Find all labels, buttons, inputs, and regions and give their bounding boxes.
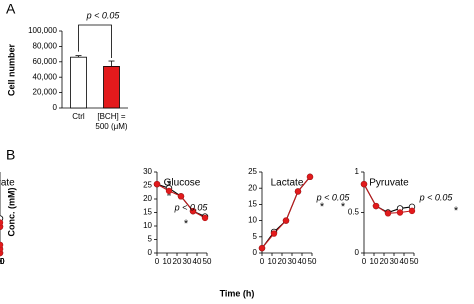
x-tick-label: 20 (0, 257, 5, 266)
data-point (270, 230, 278, 237)
x-tick-label: [BCH] = 500 (μM) (95, 112, 128, 131)
y-tick-label: 25 (143, 181, 152, 190)
y-tick-label: 20,000 (33, 88, 58, 97)
annotation: * (184, 218, 189, 230)
y-tick-label: 10 (143, 221, 152, 230)
x-tick-label: 40 (0, 257, 5, 266)
y-tick-label: 60,000 (33, 57, 58, 66)
data-point (153, 180, 161, 188)
y-tick-label: 30 (143, 167, 152, 176)
x-tick-label: 20 (380, 257, 389, 266)
y-tick-label: 20 (143, 194, 152, 203)
y-tick-label: 15 (143, 208, 152, 217)
annotation: p < 0.05 (419, 192, 454, 202)
significance-bracket (78, 24, 112, 59)
data-point (189, 207, 197, 215)
data-point (396, 209, 404, 216)
x-tick-label: 20 (278, 257, 287, 266)
data-point (372, 202, 380, 210)
x-tick-label: 30 (0, 257, 5, 266)
panel-label: A (6, 1, 16, 17)
data-point (306, 173, 314, 181)
y-tick-label: 100,000 (28, 26, 57, 35)
annotation: p < 0.05 (316, 192, 351, 202)
chart-title: Glucose (164, 178, 201, 189)
data-point (165, 187, 173, 195)
x-axis-label: Time (h) (220, 288, 255, 298)
x-tick-label: 40 (193, 257, 202, 266)
x-tick-label: 50 (0, 257, 5, 266)
data-point (360, 180, 368, 188)
data-point (201, 214, 209, 222)
x-tick-label: 30 (183, 257, 192, 266)
x-tick-label: 0 (155, 257, 160, 266)
x-tick-label: 40 (298, 257, 307, 266)
chart-title: Citrate (0, 178, 15, 189)
y-axis-label: Conc. (mM) (6, 188, 16, 237)
data-point (177, 193, 185, 200)
x-tick-label: 10 (268, 257, 277, 266)
x-tick-label: 0 (0, 257, 3, 266)
x-tick-label: 0 (260, 257, 265, 266)
bar (70, 56, 87, 109)
x-tick-label-box: Ctrl (72, 112, 85, 121)
y-tick-label: 0.5 (348, 208, 360, 217)
y-tick-label: 20 (248, 183, 257, 192)
x-tick-label-box: [BCH] = 500 (μM) (95, 112, 128, 131)
y-tick-label: 0 (253, 248, 258, 257)
data-point (282, 217, 290, 224)
annotation: * (454, 205, 459, 217)
chart-title: Lactate (271, 178, 304, 189)
y-axis-label: Cell number (6, 44, 16, 97)
x-tick-label: 20 (173, 257, 182, 266)
y-tick-label: 5 (148, 235, 153, 244)
annotation: p < 0.05 (174, 202, 209, 212)
x-tick-label: 50 (410, 257, 419, 266)
data-point (258, 244, 266, 252)
y-tick-label: 80,000 (33, 42, 58, 51)
x-tick-label: 50 (308, 257, 317, 266)
bar (103, 66, 120, 109)
annotation: * (341, 201, 346, 213)
x-tick-label: 30 (390, 257, 399, 266)
x-tick-label: 0 (362, 257, 367, 266)
x-tick-label: 30 (288, 257, 297, 266)
data-point (408, 207, 416, 215)
x-tick-label: 40 (400, 257, 409, 266)
data-point (0, 241, 4, 249)
y-tick-label: 25 (248, 167, 257, 176)
y-tick-label: 5 (253, 232, 258, 241)
x-tick-label: Ctrl (72, 112, 85, 121)
x-tick-label: 10 (370, 257, 379, 266)
y-tick-label: 10 (248, 216, 257, 225)
y-tick-label: 0 (53, 103, 58, 112)
data-point (384, 210, 392, 217)
annotation: * (320, 201, 325, 213)
x-tick-label: 10 (163, 257, 172, 266)
panel-label: B (6, 147, 15, 163)
chart-title: Pyruvate (369, 178, 409, 189)
y-tick-label: 15 (248, 200, 257, 209)
y-tick-label: 1 (355, 167, 360, 176)
y-tick-label: 0 (355, 248, 360, 257)
x-tick-label: 10 (0, 257, 5, 266)
data-point (294, 188, 302, 195)
x-tick-label: 50 (203, 257, 212, 266)
data-point (0, 219, 4, 226)
y-tick-label: 0 (148, 248, 153, 257)
y-tick-label: 40,000 (33, 72, 58, 81)
annotation: p < 0.05 (86, 10, 121, 20)
